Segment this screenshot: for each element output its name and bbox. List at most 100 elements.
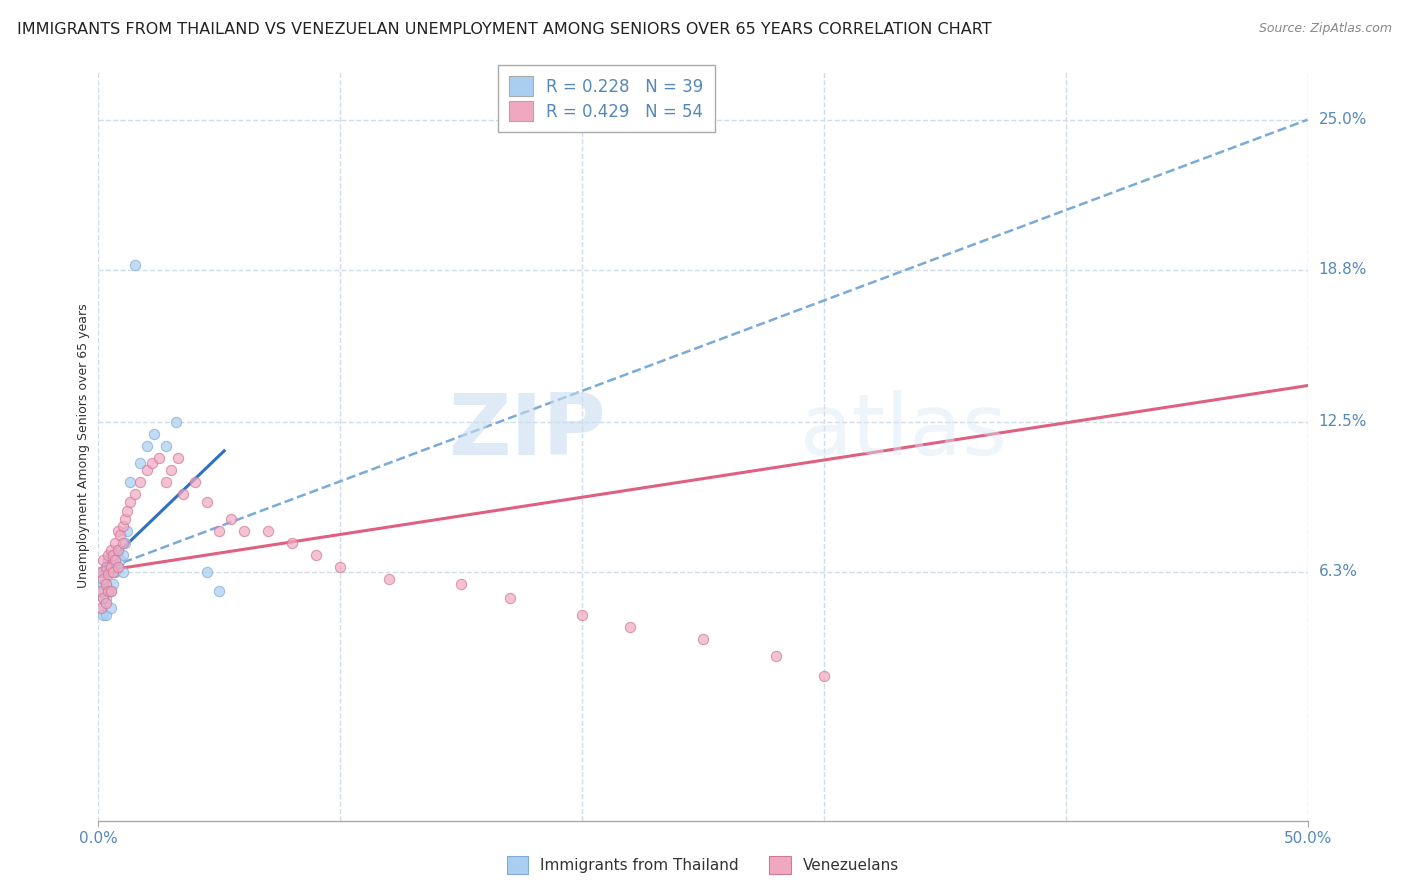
Point [94, 565, 117, 579]
Point [692, 632, 714, 647]
Point [90, 601, 112, 615]
Point [97, 584, 120, 599]
Point [155, 439, 177, 453]
Point [100, 584, 122, 599]
Point [94, 608, 117, 623]
Point [100, 584, 122, 599]
Point [97, 584, 120, 599]
Point [305, 548, 328, 562]
Point [107, 524, 129, 538]
Point [94, 576, 117, 591]
Point [160, 463, 183, 477]
Point [94, 591, 117, 606]
Point [90, 601, 112, 615]
Point [765, 649, 787, 664]
Point [117, 504, 139, 518]
Point [91, 576, 114, 591]
Point [813, 668, 835, 682]
Point [111, 518, 134, 533]
Point [97, 548, 120, 562]
Point [97, 567, 120, 582]
Point [167, 451, 190, 466]
Point [329, 559, 352, 574]
Point [117, 524, 139, 538]
Point [208, 584, 231, 599]
Point [94, 559, 117, 574]
Point [101, 565, 124, 579]
Point [135, 463, 157, 477]
Point [108, 528, 131, 542]
Point [104, 552, 127, 566]
Point [97, 552, 120, 566]
Text: 12.5%: 12.5% [1319, 414, 1367, 429]
Point [100, 548, 122, 562]
Point [165, 415, 187, 429]
Point [90, 584, 112, 599]
Point [90, 565, 112, 579]
Point [571, 608, 593, 623]
Point [100, 601, 122, 615]
Point [104, 565, 127, 579]
Point [111, 565, 134, 579]
Point [118, 494, 141, 508]
Point [107, 543, 129, 558]
Point [101, 552, 124, 566]
Point [101, 565, 124, 579]
Point [90, 584, 112, 599]
Point [91, 552, 114, 566]
Point [148, 451, 170, 466]
Point [143, 426, 166, 441]
Point [100, 559, 122, 574]
Point [111, 548, 134, 562]
Text: 25.0%: 25.0% [1319, 112, 1367, 128]
Point [90, 565, 112, 579]
Point [208, 524, 231, 538]
Text: ZIP: ZIP [449, 390, 606, 473]
Text: 18.8%: 18.8% [1319, 262, 1367, 277]
Legend: Immigrants from Thailand, Venezuelans: Immigrants from Thailand, Venezuelans [501, 850, 905, 880]
Y-axis label: Unemployment Among Seniors over 65 years: Unemployment Among Seniors over 65 years [77, 303, 90, 589]
Point [172, 487, 194, 501]
Point [256, 524, 278, 538]
Point [91, 608, 114, 623]
Point [184, 475, 207, 490]
Point [128, 475, 150, 490]
Point [91, 572, 114, 586]
Point [128, 456, 150, 470]
Point [114, 511, 136, 525]
Point [100, 543, 122, 558]
Text: IMMIGRANTS FROM THAILAND VS VENEZUELAN UNEMPLOYMENT AMONG SENIORS OVER 65 YEARS : IMMIGRANTS FROM THAILAND VS VENEZUELAN U… [17, 22, 991, 37]
Point [107, 559, 129, 574]
Point [114, 535, 136, 549]
Point [107, 543, 129, 558]
Point [232, 524, 254, 538]
Point [108, 552, 131, 566]
Text: Source: ZipAtlas.com: Source: ZipAtlas.com [1258, 22, 1392, 36]
Point [111, 535, 134, 549]
Point [100, 565, 122, 579]
Point [101, 548, 124, 562]
Point [104, 535, 127, 549]
Point [141, 456, 163, 470]
Point [498, 591, 520, 606]
Point [619, 620, 641, 634]
Text: 6.3%: 6.3% [1319, 564, 1358, 579]
Point [107, 559, 129, 574]
Point [195, 565, 218, 579]
Point [377, 572, 399, 586]
Point [155, 475, 177, 490]
Point [94, 596, 117, 610]
Point [450, 576, 472, 591]
Point [118, 475, 141, 490]
Legend: R = 0.228   N = 39, R = 0.429   N = 54: R = 0.228 N = 39, R = 0.429 N = 54 [498, 65, 714, 132]
Point [124, 487, 146, 501]
Point [135, 439, 157, 453]
Text: atlas: atlas [800, 390, 1008, 473]
Point [97, 565, 120, 579]
Point [101, 576, 124, 591]
Point [91, 565, 114, 579]
Point [124, 258, 146, 272]
Point [91, 591, 114, 606]
Point [94, 576, 117, 591]
Point [195, 494, 218, 508]
